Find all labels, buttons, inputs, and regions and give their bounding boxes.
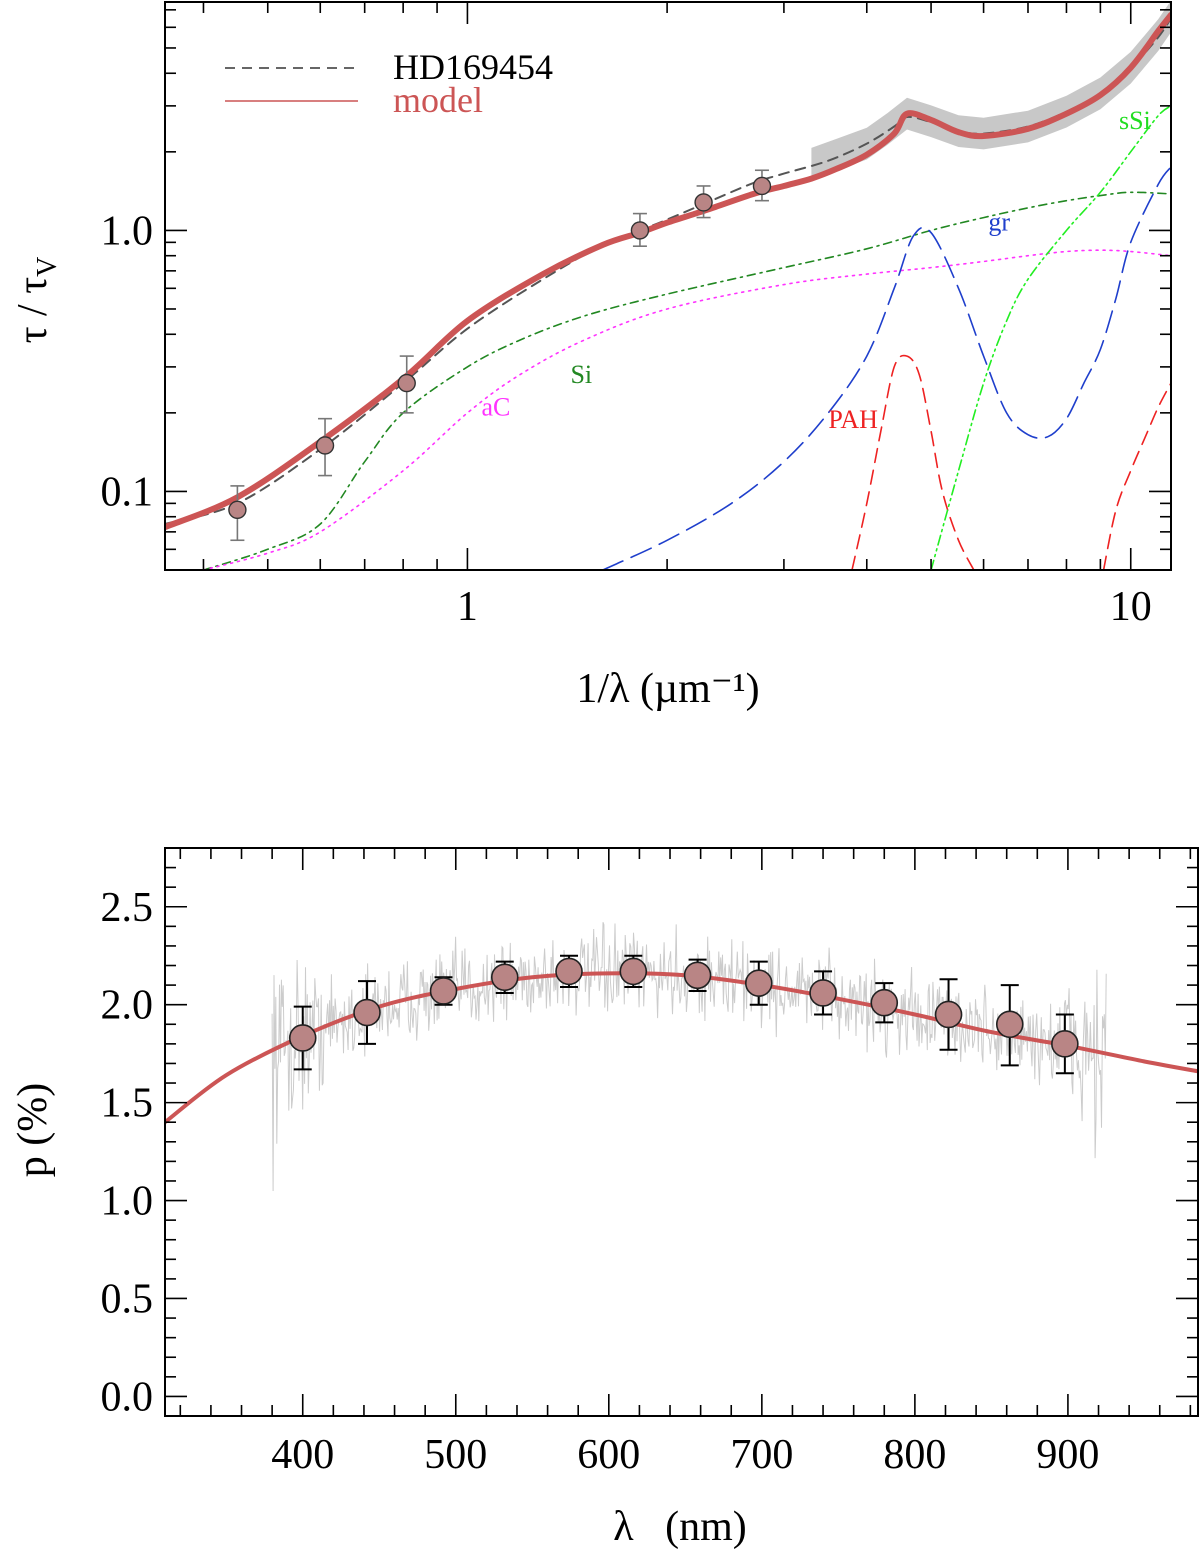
series-model <box>165 11 1171 531</box>
y-tick-label-2-0: 2.0 <box>101 983 154 1029</box>
point-marker <box>744 969 773 997</box>
x-tick-label-800: 800 <box>883 1432 946 1478</box>
series-observed-hd169454 <box>165 17 1171 525</box>
photometric-point-3 <box>630 212 650 247</box>
series-pah-far-uv <box>1102 382 1171 570</box>
point-marker <box>490 963 519 992</box>
point-marker <box>397 373 416 393</box>
legend-label-observed: HD169454 <box>393 47 553 87</box>
binned-point-9 <box>870 982 899 1024</box>
binned-polarization-points <box>288 954 1079 1075</box>
polarization-series <box>165 971 1198 1125</box>
point-marker <box>694 193 713 212</box>
binned-point-2 <box>429 976 458 1006</box>
y-tick-label-0-0: 0.0 <box>101 1374 154 1420</box>
y-tick-label-2-5: 2.5 <box>101 885 154 931</box>
photometric-point-4 <box>694 185 713 219</box>
photometric-point-2 <box>397 355 416 414</box>
extinction-axes-frame <box>164 1 1172 571</box>
point-marker <box>630 221 650 240</box>
extinction-chart: 1 10 0.1 1.0 sSi gr Si aC PAH HD169454 model 1/… <box>10 1 1172 712</box>
point-marker <box>934 1000 963 1029</box>
point-marker <box>995 1010 1024 1039</box>
binned-point-12 <box>1051 1013 1079 1075</box>
y-tick-label-1-5: 1.5 <box>101 1081 154 1127</box>
binned-point-8 <box>809 970 837 1016</box>
photometric-points <box>228 169 772 542</box>
binned-point-10 <box>934 978 963 1051</box>
point-marker <box>683 961 712 990</box>
polarization-plot-area <box>165 922 1198 1192</box>
point-marker <box>288 1024 317 1052</box>
annotation-ssi: sSi <box>1119 106 1151 135</box>
binned-point-7 <box>744 960 773 1006</box>
series-gr <box>602 166 1171 570</box>
series-ssi <box>930 105 1171 570</box>
point-marker <box>870 988 899 1017</box>
x-tick-label-10: 10 <box>1110 584 1152 630</box>
legend-label-model: model <box>393 80 483 120</box>
binned-point-1 <box>353 980 381 1045</box>
series-pah <box>851 354 975 570</box>
annotation-ac: aC <box>481 393 510 422</box>
legend: HD169454 model <box>225 47 553 120</box>
y-tick-label-1-0: 1.0 <box>101 208 154 254</box>
polarization-x-axis-label: λ (nm) <box>613 1504 747 1550</box>
point-marker <box>429 977 458 1005</box>
y-axis-label-subscript: V <box>32 257 63 277</box>
binned-point-6 <box>683 958 712 992</box>
point-marker <box>315 436 335 455</box>
series-model-fit <box>165 971 1198 1125</box>
annotation-pah: PAH <box>828 405 878 434</box>
svg-text:τ / τV: τ / τV <box>10 257 63 344</box>
y-tick-label-0-1: 0.1 <box>101 469 154 515</box>
x-tick-label-400: 400 <box>271 1432 334 1478</box>
extinction-y-axis-label: τ / τV <box>10 257 63 344</box>
annotation-si: Si <box>570 360 592 389</box>
binned-point-5 <box>619 954 648 989</box>
x-tick-label-500: 500 <box>424 1432 487 1478</box>
point-marker <box>809 979 837 1007</box>
y-tick-label-0-5: 0.5 <box>101 1276 154 1322</box>
polarization-tick-labels: 400 500 600 700 800 900 0.0 0.5 1.0 1.5 2.0 2.5 <box>101 885 1100 1478</box>
y-axis-label-main: τ / τ <box>10 277 56 343</box>
polarization-ticks <box>165 847 1198 1417</box>
series-ac <box>202 249 1171 570</box>
point-marker <box>619 957 648 986</box>
polarization-chart: 400 500 600 700 800 900 0.0 0.5 1.0 1.5 2.0 2.5 λ (… <box>10 847 1199 1550</box>
polarization-axes-frame <box>164 847 1199 1417</box>
point-marker <box>228 500 247 520</box>
noisy-polarization-spectrum <box>271 922 1107 1192</box>
extinction-plot-area <box>165 2 1171 570</box>
point-marker <box>752 176 772 196</box>
binned-point-0 <box>288 1005 317 1071</box>
polarization-y-axis-label: p (%) <box>10 1083 56 1177</box>
extinction-x-axis-label: 1/λ (µm⁻¹) <box>576 666 759 712</box>
annotation-gr: gr <box>988 207 1010 236</box>
photometric-point-5 <box>752 169 772 202</box>
binned-point-11 <box>995 984 1024 1067</box>
binned-point-4 <box>555 954 583 989</box>
x-tick-label-1: 1 <box>457 584 478 630</box>
y-tick-label-1-0: 1.0 <box>101 1179 154 1225</box>
extinction-tick-labels: 1 10 0.1 1.0 <box>101 208 1152 630</box>
extinction-ticks <box>165 2 1171 571</box>
photometric-point-1 <box>315 417 335 477</box>
photometric-point-0 <box>228 485 247 542</box>
point-marker <box>353 998 381 1027</box>
point-marker <box>555 957 583 986</box>
series-si <box>202 191 1171 570</box>
x-tick-label-700: 700 <box>730 1432 793 1478</box>
point-marker <box>1051 1030 1079 1058</box>
extinction-series <box>165 11 1171 570</box>
x-tick-label-900: 900 <box>1036 1432 1099 1478</box>
component-annotations: sSi gr Si aC PAH <box>481 106 1150 434</box>
x-tick-label-600: 600 <box>577 1432 640 1478</box>
binned-point-3 <box>490 960 519 994</box>
